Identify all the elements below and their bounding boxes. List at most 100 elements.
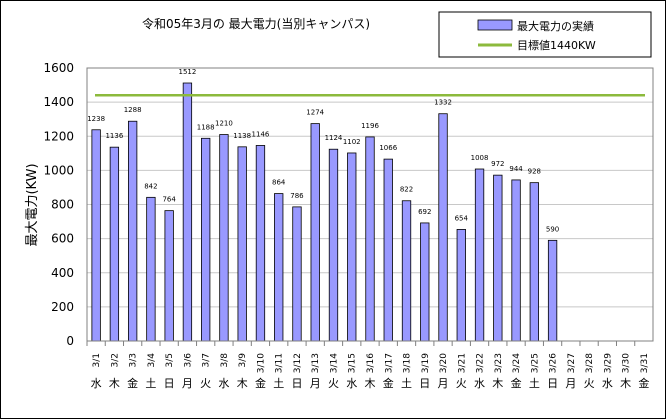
bar [401, 200, 412, 342]
x-tick-label: 3/16 [366, 353, 376, 373]
weekday-label: 木 [237, 377, 248, 390]
y-tick-label: 0 [66, 334, 74, 348]
weekday-label: 火 [200, 377, 211, 390]
y-axis-label: 最大電力(KW) [25, 163, 40, 246]
x-tick-label: 3/15 [348, 353, 358, 373]
bar [219, 134, 229, 342]
weekday-label: 月 [310, 377, 321, 390]
bar [237, 146, 247, 342]
x-tick-label: 3/11 [275, 353, 285, 373]
legend-swatch-actual [477, 19, 513, 31]
data-label: 1210 [215, 120, 233, 128]
bar [255, 145, 266, 342]
weekday-label: 日 [164, 377, 175, 390]
y-tick-label: 200 [51, 300, 74, 314]
data-label: 972 [491, 160, 504, 168]
x-tick-label: 3/18 [403, 353, 413, 373]
weekday-label: 水 [91, 377, 102, 390]
bar [109, 146, 120, 342]
weekday-label: 水 [474, 377, 485, 390]
bar [438, 113, 448, 342]
data-label: 764 [162, 196, 176, 204]
chart-title: 令和05年3月の 最大電力(当別キャンパス) [142, 16, 370, 31]
data-label: 654 [455, 214, 469, 222]
x-tick-label: 3/5 [165, 353, 175, 367]
x-tick-label: 3/30 [622, 353, 632, 373]
weekday-label: 水 [346, 377, 357, 390]
x-tick-label: 3/24 [512, 353, 522, 373]
y-tick-label: 1600 [43, 61, 74, 75]
weekday-label: 木 [109, 377, 120, 390]
legend: 最大電力の実績 目標値1440KW [438, 11, 652, 58]
weekday-label: 日 [419, 377, 430, 390]
data-label: 1146 [252, 130, 270, 138]
bar [383, 158, 393, 342]
weekday-label: 金 [383, 376, 394, 390]
weekday-label: 月 [438, 377, 449, 390]
x-tick-label: 3/10 [256, 353, 266, 373]
weekday-label: 火 [584, 377, 595, 390]
weekday-label: 土 [273, 377, 284, 390]
data-label: 928 [528, 168, 541, 176]
weekday-label: 木 [620, 377, 631, 390]
x-tick-label: 3/19 [421, 353, 431, 373]
data-label: 786 [290, 192, 304, 200]
data-label: 1124 [325, 134, 343, 142]
data-label: 1196 [361, 122, 379, 130]
legend-label-actual: 最大電力の実績 [517, 19, 594, 33]
weekday-label: 土 [529, 377, 540, 390]
bar [201, 137, 211, 342]
data-label: 1332 [434, 99, 452, 107]
x-tick-label: 3/2 [110, 353, 120, 367]
x-tick-label: 3/25 [530, 353, 540, 373]
x-tick-label: 3/22 [476, 353, 486, 373]
data-label: 1066 [379, 144, 397, 152]
y-tick-label: 600 [51, 232, 74, 246]
x-tick-label: 3/14 [329, 353, 339, 373]
y-ticks: 0 200 400 600 800 1000 1200 1400 1600 [43, 61, 74, 348]
x-tick-label: 3/21 [457, 353, 467, 373]
weekday-label: 月 [565, 377, 576, 390]
y-tick-label: 1000 [43, 163, 74, 177]
data-label: 842 [144, 182, 157, 190]
legend-label-target: 目標値1440KW [517, 38, 596, 52]
x-tick-label: 3/3 [129, 353, 139, 367]
x-tick-label: 3/28 [585, 353, 595, 373]
y-tick-label: 1200 [43, 129, 74, 143]
bar [310, 123, 320, 342]
bar [365, 136, 375, 342]
bars [91, 82, 558, 342]
data-label: 1512 [179, 68, 197, 76]
weekday-label: 金 [638, 376, 649, 390]
weekday-label: 火 [328, 377, 339, 390]
weekday-label: 金 [511, 376, 522, 390]
data-label: 864 [272, 179, 286, 187]
bar [474, 168, 485, 342]
data-label: 1136 [105, 132, 123, 140]
weekday-label: 日 [547, 377, 558, 390]
plot-area [86, 67, 654, 342]
x-ticks: 3/1 水 3/2 木 3/3 金 3/4 土 3/5 日 3/6 月 3/7 火 3/8 水 3/9 木 3/10… [86, 341, 650, 390]
weekday-label: 土 [145, 377, 156, 390]
x-tick-label: 3/13 [311, 353, 321, 373]
x-tick-label: 3/6 [183, 353, 193, 368]
x-tick-label: 3/8 [220, 353, 230, 368]
data-label: 822 [400, 186, 413, 194]
x-tick-label: 3/7 [202, 353, 212, 367]
weekday-label: 火 [456, 377, 467, 390]
x-tick-label: 3/27 [567, 353, 577, 373]
x-tick-label: 3/26 [549, 353, 559, 373]
data-label: 1138 [233, 132, 251, 140]
weekday-label: 木 [492, 377, 503, 390]
data-label: 1274 [306, 109, 324, 117]
x-tick-label: 3/29 [603, 353, 613, 373]
data-label: 1288 [124, 106, 142, 114]
weekday-label: 金 [127, 376, 138, 390]
data-label: 1238 [87, 115, 105, 123]
x-tick-label: 3/23 [494, 353, 504, 373]
bar [146, 196, 156, 342]
bar [164, 210, 174, 342]
y-tick-label: 800 [51, 198, 74, 212]
